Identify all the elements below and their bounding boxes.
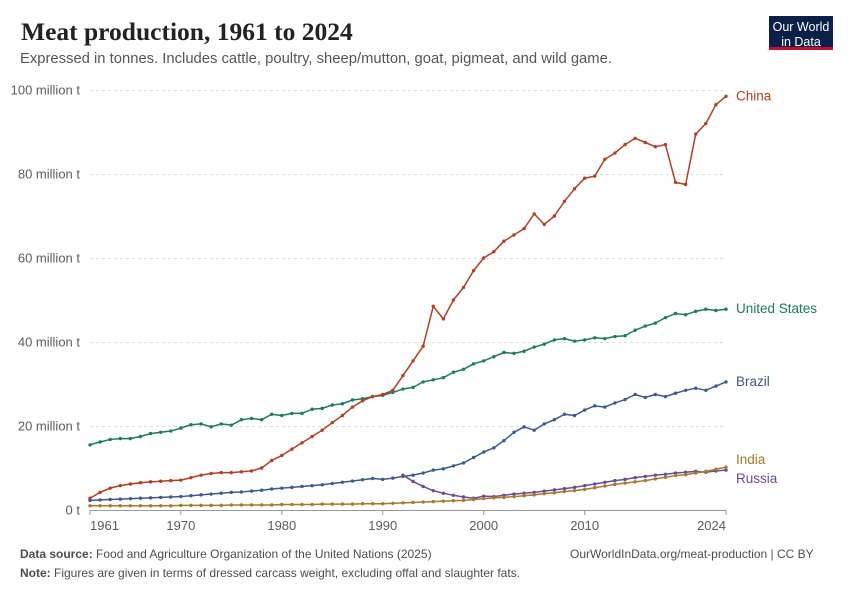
svg-text:1990: 1990 (368, 518, 397, 533)
svg-text:100 million t: 100 million t (11, 83, 81, 98)
svg-text:India: India (736, 452, 766, 467)
svg-text:2000: 2000 (469, 518, 498, 533)
svg-text:60 million t: 60 million t (18, 251, 81, 266)
svg-text:1980: 1980 (267, 518, 296, 533)
svg-text:40 million t: 40 million t (18, 335, 81, 350)
svg-text:1970: 1970 (166, 518, 195, 533)
svg-text:United States: United States (736, 301, 817, 316)
svg-text:2024: 2024 (697, 518, 726, 533)
svg-text:0 t: 0 t (66, 503, 81, 518)
svg-text:China: China (736, 88, 772, 103)
svg-text:80 million t: 80 million t (18, 167, 81, 182)
svg-text:1961: 1961 (90, 518, 119, 533)
svg-text:2010: 2010 (570, 518, 599, 533)
svg-text:Russia: Russia (736, 471, 778, 486)
svg-text:20 million t: 20 million t (18, 419, 81, 434)
svg-text:Brazil: Brazil (736, 374, 770, 389)
